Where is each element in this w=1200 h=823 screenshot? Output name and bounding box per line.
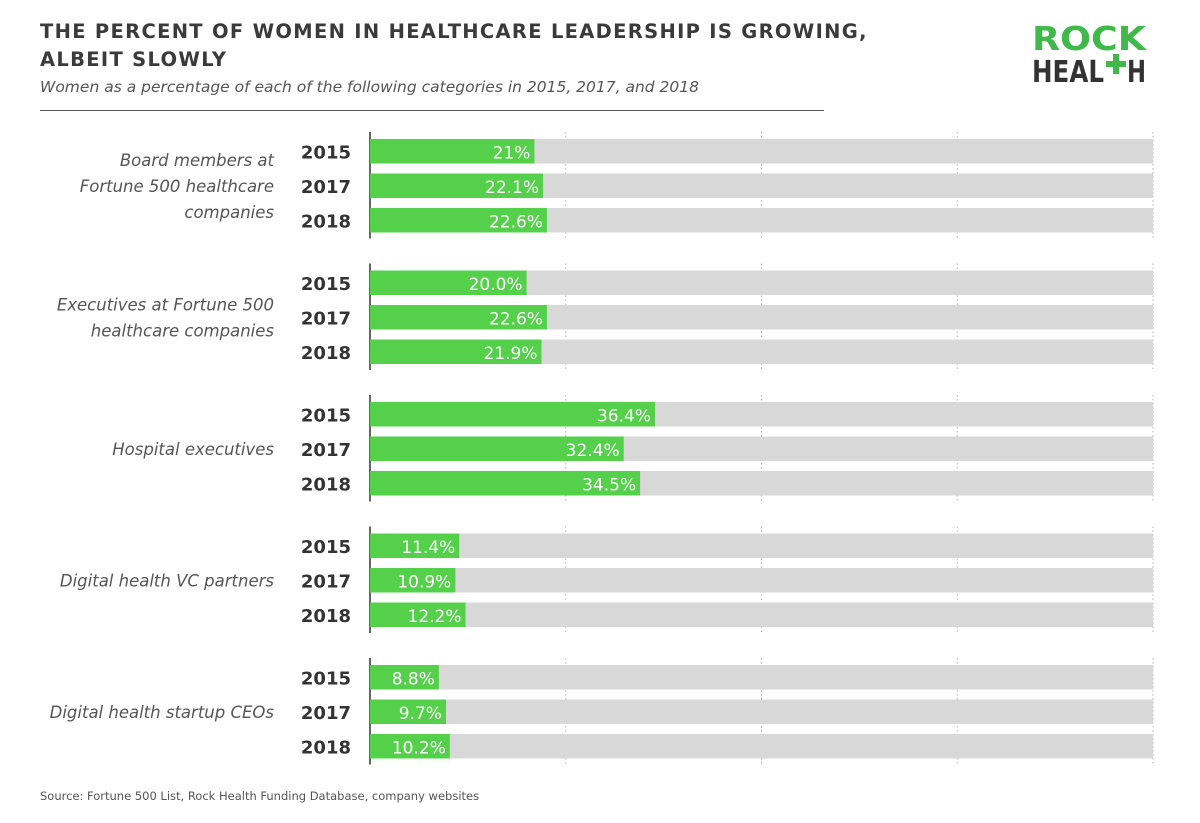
bar-track	[370, 699, 1153, 724]
bar	[370, 665, 439, 690]
data-label: 20.0%	[469, 275, 523, 295]
bar-groups: Board members at Fortune 500 healthcare co…	[50, 132, 1153, 765]
bar-track	[370, 734, 1153, 759]
data-label: 10.2%	[392, 738, 446, 758]
category-label: healthcare companies	[91, 321, 275, 340]
plus-icon	[1106, 54, 1126, 74]
title-divider	[40, 110, 824, 111]
bar-track	[370, 533, 1153, 558]
bar	[370, 734, 450, 759]
data-label: 32.4%	[566, 441, 620, 461]
bar-group: Digital health startup CEOs 2015 8.8% 2017 9…	[50, 658, 1153, 765]
category-label: Board members at	[120, 151, 275, 170]
category-label: Digital health VC partners	[60, 571, 275, 590]
year-label: 2015	[301, 668, 351, 689]
bar	[370, 139, 535, 164]
bar	[370, 173, 544, 198]
source-note: Source: Fortune 500 List, Rock Health Fu…	[40, 789, 480, 803]
bar-track	[370, 665, 1153, 690]
bar	[370, 339, 542, 364]
bar-track	[370, 602, 1153, 627]
bar	[370, 270, 527, 295]
bar	[370, 471, 641, 496]
data-label: 11.4%	[401, 538, 455, 558]
bar	[370, 533, 460, 558]
logo-line-rock: ROCK	[1032, 20, 1148, 58]
bar	[370, 305, 547, 330]
year-label: 2017	[301, 177, 351, 198]
bar-group: Executives at Fortune 500 healthcare comp…	[57, 263, 1153, 370]
data-label: 36.4%	[597, 406, 651, 426]
bar-group: Hospital executives 2015 36.4% 2017 32.4% 201…	[112, 395, 1153, 502]
logo-line-health-prefix: HEAL	[1032, 55, 1104, 86]
year-label: 2015	[301, 274, 351, 295]
data-label: 22.6%	[489, 309, 543, 329]
year-label: 2017	[301, 440, 351, 461]
data-label: 22.1%	[485, 178, 539, 198]
bar	[370, 436, 624, 461]
year-label: 2018	[301, 474, 351, 495]
data-label: 21%	[493, 143, 531, 163]
year-label: 2015	[301, 142, 351, 163]
data-label: 12.2%	[408, 607, 462, 627]
year-label: 2015	[301, 537, 351, 558]
year-label: 2017	[301, 703, 351, 724]
bar	[370, 568, 456, 593]
data-label: 22.6%	[489, 212, 543, 232]
bar-group: Digital health VC partners 2015 11.4% 2017 1…	[60, 526, 1153, 633]
data-label: 8.8%	[392, 669, 435, 689]
chart-title: THE PERCENT OF WOMEN IN HEALTHCARE LEADE…	[40, 20, 868, 71]
category-label: Digital health startup CEOs	[50, 703, 275, 722]
chart-subtitle: Women as a percentage of each of the fol…	[40, 78, 700, 96]
rock-health-logo: ROCK HEAL H	[1032, 20, 1148, 86]
category-label: Hospital executives	[112, 440, 274, 459]
bar	[370, 208, 547, 233]
data-label: 10.9%	[397, 572, 451, 592]
category-label: companies	[184, 203, 274, 222]
bar	[370, 602, 466, 627]
year-label: 2017	[301, 308, 351, 329]
bar	[370, 699, 446, 724]
bar-group: Board members at Fortune 500 healthcare co…	[80, 132, 1153, 239]
bar	[370, 402, 656, 427]
category-label: Fortune 500 healthcare	[80, 177, 274, 196]
data-label: 21.9%	[483, 344, 537, 364]
bar-track	[370, 568, 1153, 593]
year-label: 2015	[301, 405, 351, 426]
category-label: Executives at Fortune 500	[57, 295, 274, 314]
data-label: 34.5%	[582, 475, 636, 495]
logo-line-health-suffix: H	[1127, 55, 1146, 86]
year-label: 2017	[301, 571, 351, 592]
year-label: 2018	[301, 606, 351, 627]
data-label: 9.7%	[399, 704, 442, 724]
year-label: 2018	[301, 343, 351, 364]
year-label: 2018	[301, 737, 351, 758]
year-label: 2018	[301, 211, 351, 232]
